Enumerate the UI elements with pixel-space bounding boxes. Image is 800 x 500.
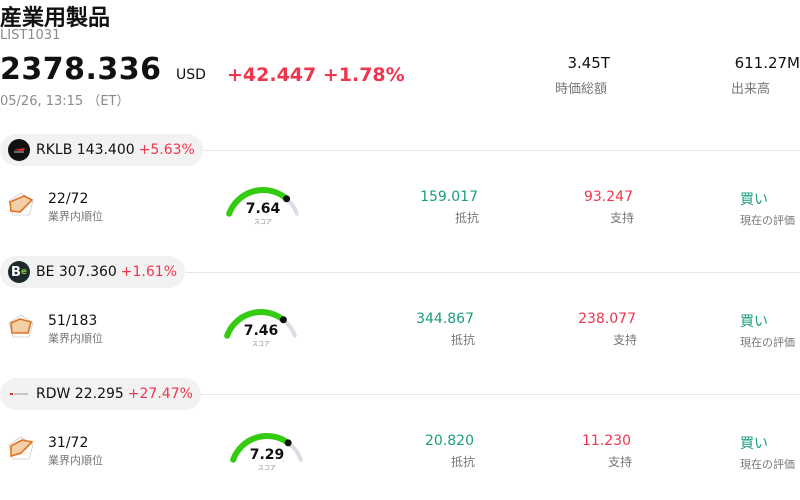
score-value: 7.46 (243, 323, 279, 339)
resistance-label: 抵抗 (451, 455, 476, 469)
score-gauge-svg (230, 433, 303, 463)
stock-ticker: BE 307.360 (36, 264, 117, 280)
rating-value: 買い (740, 314, 768, 330)
score-gauge-svg (226, 187, 299, 217)
rating-label: 現在の評価 (740, 458, 795, 471)
support-label: 支持 (610, 211, 635, 225)
gauge-marker (283, 195, 291, 203)
industry-rank-label: 業界内順位 (48, 332, 103, 345)
page-title: 産業用製品 (0, 6, 111, 31)
radar-chart-icon (8, 314, 34, 338)
stock-chip-rklb[interactable]: RKLB 143.400 +5.63% (0, 134, 203, 166)
gauge-marker (284, 439, 292, 447)
score-label: スコア (253, 219, 272, 226)
divider (200, 394, 800, 395)
stock-card-rdw: RDW 22.295 +27.47% 31/72 業界内順位 7.29 スコア … (0, 378, 800, 500)
gauge-fill (230, 433, 290, 463)
market-cap-label: 時価総額 (555, 82, 608, 97)
rating-label: 現在の評価 (740, 214, 795, 227)
gauge-fill (224, 309, 285, 339)
support-value: 11.230 (582, 433, 631, 449)
industry-rank: 31/72 (48, 435, 89, 451)
support-value: 238.077 (578, 311, 636, 327)
score-label: スコア (251, 341, 270, 348)
stock-card-rklb: RKLB 143.400 +5.63% 22/72 業界内順位 7.64 スコア… (0, 134, 800, 256)
industry-rank: 51/183 (48, 313, 98, 329)
timestamp: 05/26, 13:15 （ET） (0, 94, 130, 109)
market-cap-value: 3.45T (567, 54, 610, 72)
resistance-label: 抵抗 (451, 333, 476, 347)
divider (186, 272, 800, 273)
score-value: 7.64 (245, 201, 281, 217)
support-label: 支持 (608, 455, 633, 469)
rdw-logo-icon (8, 383, 30, 405)
score-gauge: 7.46 スコア (219, 302, 303, 352)
divider (200, 150, 800, 151)
radar-chart-icon (8, 436, 34, 460)
price-change: +42.447 +1.78% (227, 64, 405, 86)
stock-ticker: RKLB 143.400 (36, 142, 135, 158)
rating-value: 買い (740, 192, 768, 208)
stock-change-percent: +1.61% (120, 264, 178, 280)
rating-value: 買い (740, 436, 768, 452)
support-value: 93.247 (584, 189, 633, 205)
gauge-fill (226, 187, 288, 217)
industry-rank-label: 業界内順位 (48, 454, 103, 467)
rating-label: 現在の評価 (740, 336, 795, 349)
index-price: 2378.336 (0, 52, 162, 87)
resistance-value: 344.867 (416, 311, 474, 327)
stock-change-percent: +27.47% (127, 386, 193, 402)
stock-chip-rdw[interactable]: RDW 22.295 +27.47% (0, 378, 201, 410)
score-gauge-svg (224, 309, 297, 339)
score-value: 7.29 (249, 447, 285, 463)
industry-rank-label: 業界内順位 (48, 210, 103, 223)
volume-value: 611.27M (734, 54, 800, 72)
industry-rank: 22/72 (48, 191, 89, 207)
resistance-value: 20.820 (425, 433, 474, 449)
score-gauge: 7.64 スコア (221, 180, 305, 230)
support-label: 支持 (613, 333, 638, 347)
currency-label: USD (176, 67, 206, 83)
resistance-value: 159.017 (420, 189, 478, 205)
resistance-label: 抵抗 (455, 211, 480, 225)
volume-label: 出来高 (731, 82, 771, 97)
stock-change-percent: +5.63% (138, 142, 195, 158)
score-label: スコア (257, 465, 276, 472)
gauge-marker (279, 316, 287, 324)
score-gauge: 7.29 スコア (225, 426, 309, 476)
rklb-logo-icon (8, 139, 30, 161)
stock-ticker: RDW 22.295 (36, 386, 124, 402)
index-code: LIST1031 (0, 28, 61, 43)
radar-chart-icon (8, 192, 34, 216)
